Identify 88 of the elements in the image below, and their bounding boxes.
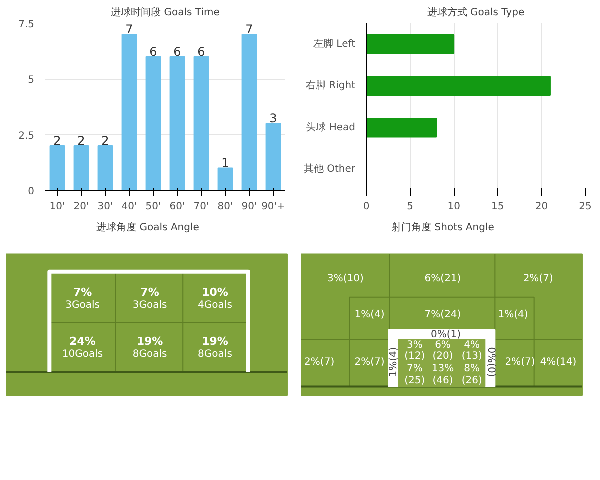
bar bbox=[194, 56, 210, 190]
y-tick-label: 7.5 bbox=[18, 20, 35, 30]
data-label: 2 bbox=[78, 134, 86, 148]
text: 4%(14) bbox=[540, 356, 577, 368]
text: 0%(1) bbox=[430, 329, 462, 340]
data-label: 3 bbox=[270, 112, 278, 126]
chart-title: 进球方式 Goals Type bbox=[427, 6, 525, 18]
data-label: 7 bbox=[246, 22, 254, 37]
text: 3Goals bbox=[132, 300, 168, 311]
text: (20) bbox=[432, 350, 454, 362]
x-tick-label: 10 bbox=[448, 202, 460, 212]
y-tick-label: 5 bbox=[28, 75, 35, 86]
text: 6% bbox=[435, 340, 451, 352]
text: 2%(7) bbox=[354, 356, 385, 368]
bar bbox=[74, 145, 90, 190]
text: 3% bbox=[406, 340, 423, 352]
data-label: 1 bbox=[222, 156, 230, 170]
y-tick-label: 0 bbox=[28, 186, 35, 198]
x-tick-label: 90'+ bbox=[262, 202, 286, 212]
x-tick-label: 60' bbox=[170, 202, 186, 212]
text: 7% bbox=[406, 364, 423, 375]
bar bbox=[146, 56, 162, 190]
text: 19% bbox=[202, 335, 228, 348]
x-tick-label: 70' bbox=[194, 202, 210, 212]
text: 4Goals bbox=[198, 300, 232, 311]
x-tick-label: 25 bbox=[579, 202, 592, 212]
text: 8Goals bbox=[198, 348, 232, 360]
x-tick-label: 40' bbox=[122, 202, 138, 212]
data-label: 6 bbox=[174, 44, 182, 59]
text: 10% bbox=[202, 286, 228, 300]
text: 3Goals bbox=[66, 300, 100, 311]
text: 6%(21) bbox=[424, 273, 462, 284]
text: (26) bbox=[462, 375, 482, 386]
text: 2%(7) bbox=[505, 356, 536, 368]
text: 4% bbox=[464, 340, 480, 352]
x-tick-label: 20' bbox=[74, 202, 90, 212]
y-tick-label: 2.5 bbox=[18, 130, 35, 142]
y-tick-label: 头球 Head bbox=[306, 121, 356, 134]
bar bbox=[50, 145, 66, 190]
text: 10Goals bbox=[62, 348, 104, 360]
y-tick-label: 右脚 Right bbox=[306, 80, 356, 92]
y-tick-label: 其他 Other bbox=[304, 163, 356, 176]
x-tick-label: 30' bbox=[98, 202, 114, 212]
text: 1%(4) bbox=[388, 347, 400, 378]
text: 0%(0) bbox=[486, 347, 497, 378]
bar bbox=[366, 34, 455, 54]
text: 3%(10) bbox=[327, 273, 364, 284]
bar bbox=[266, 123, 282, 190]
x-tick-label: 0 bbox=[363, 202, 370, 212]
x-tick-label: 15 bbox=[492, 202, 504, 212]
chart-title: 进球时间段 Goals Time bbox=[111, 6, 220, 18]
text: 2%(7) bbox=[304, 356, 335, 368]
text: 2%(7) bbox=[523, 273, 554, 284]
x-tick-label: 10' bbox=[50, 202, 66, 212]
bar bbox=[242, 34, 258, 190]
x-tick-label: 50' bbox=[146, 202, 162, 212]
text: 8Goals bbox=[132, 348, 168, 360]
data-label: 7 bbox=[126, 22, 134, 37]
text: (13) bbox=[462, 350, 482, 362]
text: 射门角度 Shots Angle bbox=[392, 222, 494, 234]
text: 7%(24) bbox=[424, 310, 462, 321]
bar bbox=[366, 118, 438, 138]
text: 1%(4) bbox=[354, 310, 385, 321]
text: 19% bbox=[136, 335, 164, 348]
text: (25) bbox=[404, 375, 426, 386]
data-label: 6 bbox=[150, 44, 158, 59]
data-label: 2 bbox=[102, 134, 110, 148]
x-tick-label: 90' bbox=[242, 202, 258, 212]
text: (46) bbox=[432, 375, 454, 386]
x-tick-label: 20 bbox=[535, 202, 548, 212]
y-tick-label: 左脚 Left bbox=[314, 38, 356, 50]
bar bbox=[98, 145, 114, 190]
bar bbox=[218, 168, 234, 190]
data-label: 6 bbox=[198, 44, 206, 59]
text: 13% bbox=[432, 364, 454, 375]
x-tick-label: 80' bbox=[218, 202, 234, 212]
text: 7% bbox=[140, 286, 160, 300]
bar bbox=[122, 34, 138, 190]
text: 8% bbox=[464, 364, 480, 375]
bar bbox=[170, 56, 186, 190]
text: 7% bbox=[73, 286, 92, 300]
x-tick-label: 5 bbox=[407, 202, 414, 212]
text: 1%(4) bbox=[498, 310, 528, 321]
data-label: 2 bbox=[54, 134, 62, 148]
text: 24% bbox=[70, 335, 96, 348]
text: (12) bbox=[404, 350, 426, 362]
text: 进球角度 Goals Angle bbox=[96, 222, 200, 234]
bar bbox=[366, 76, 551, 96]
